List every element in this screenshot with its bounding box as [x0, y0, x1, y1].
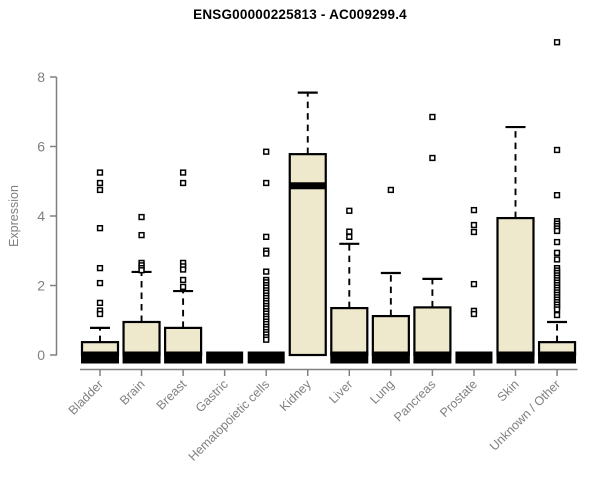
outlier-point — [263, 250, 270, 257]
median-line — [122, 351, 161, 364]
x-tick-label: Kidney — [277, 377, 314, 414]
axes: 0 2 4 6 8 — [37, 69, 578, 376]
outlier-point — [96, 225, 104, 232]
x-tick-label: Brain — [117, 377, 148, 408]
outlier-point — [387, 186, 395, 194]
flat-box — [455, 351, 493, 364]
x-tick-label: Lung — [367, 377, 397, 407]
median-line — [496, 351, 535, 364]
outlier-point — [470, 206, 478, 214]
outlier-point — [553, 249, 561, 256]
box — [371, 314, 410, 357]
box — [330, 306, 369, 357]
median-line — [330, 351, 369, 364]
outlier-point — [346, 228, 353, 235]
outlier-point — [263, 268, 270, 275]
x-tick-label: Bladder — [66, 377, 106, 417]
outlier-point — [346, 233, 353, 240]
median-line — [413, 351, 452, 364]
outlier-point — [96, 179, 104, 187]
outlier-point — [179, 179, 187, 187]
box — [122, 320, 161, 357]
box — [496, 216, 535, 357]
outlier-point — [553, 238, 561, 246]
median-line — [538, 351, 577, 364]
outlier-point — [96, 169, 104, 176]
x-tick-label: Gastric — [193, 377, 231, 415]
outlier-point — [179, 169, 187, 176]
outlier-point — [179, 276, 187, 284]
y-tick-label: 2 — [37, 278, 45, 294]
median-line — [164, 351, 203, 364]
outlier-point — [553, 39, 561, 46]
median-line — [289, 182, 326, 190]
box — [413, 306, 452, 357]
outlier-point — [96, 279, 104, 287]
flat-box — [206, 351, 244, 364]
y-tick-label: 6 — [37, 139, 45, 155]
x-tick-label: Prostate — [437, 377, 480, 420]
median-line — [81, 351, 119, 364]
outlier-point — [138, 213, 145, 221]
outlier-point — [553, 192, 561, 199]
flat-box — [247, 351, 285, 364]
outlier-point — [470, 221, 478, 229]
outlier-point — [470, 280, 478, 288]
box — [164, 326, 203, 357]
outlier-point — [96, 310, 104, 318]
outlier-point — [138, 231, 145, 239]
y-tick-label: 4 — [37, 208, 45, 224]
outlier-point — [429, 113, 436, 121]
outlier-point — [553, 311, 561, 319]
outlier-point — [96, 186, 104, 194]
outlier-point — [470, 228, 478, 236]
outlier-point — [96, 299, 104, 307]
outlier-point — [429, 154, 436, 162]
outlier-point — [553, 256, 561, 263]
outlier-point — [179, 283, 187, 291]
outlier-point — [138, 267, 145, 274]
outlier-point — [96, 264, 104, 272]
x-tick-label: Hematopoietic cells — [186, 377, 273, 464]
outlier-point — [470, 310, 478, 318]
y-tick-label: 0 — [37, 347, 45, 363]
outlier-points — [96, 39, 561, 343]
median-line — [371, 351, 410, 364]
outlier-point — [553, 146, 561, 154]
chart-title: ENSG00000225813 - AC009299.4 — [193, 7, 407, 22]
outlier-point — [263, 233, 270, 240]
x-tick-label: Pancreas — [391, 377, 438, 424]
outlier-point — [263, 179, 270, 187]
x-tick-label: Liver — [326, 377, 355, 406]
x-tick-label: Breast — [154, 377, 190, 413]
outlier-point — [263, 148, 270, 155]
outlier-point — [179, 266, 187, 273]
outlier-point — [346, 207, 353, 214]
outlier-point — [553, 306, 561, 313]
outlier-point — [553, 227, 561, 235]
box-series — [80, 91, 577, 364]
x-tick-label: Skin — [495, 377, 522, 404]
outlier-point — [263, 336, 270, 343]
x-tick-label: Unknown / Other — [487, 377, 563, 453]
y-tick-label: 8 — [37, 69, 45, 85]
